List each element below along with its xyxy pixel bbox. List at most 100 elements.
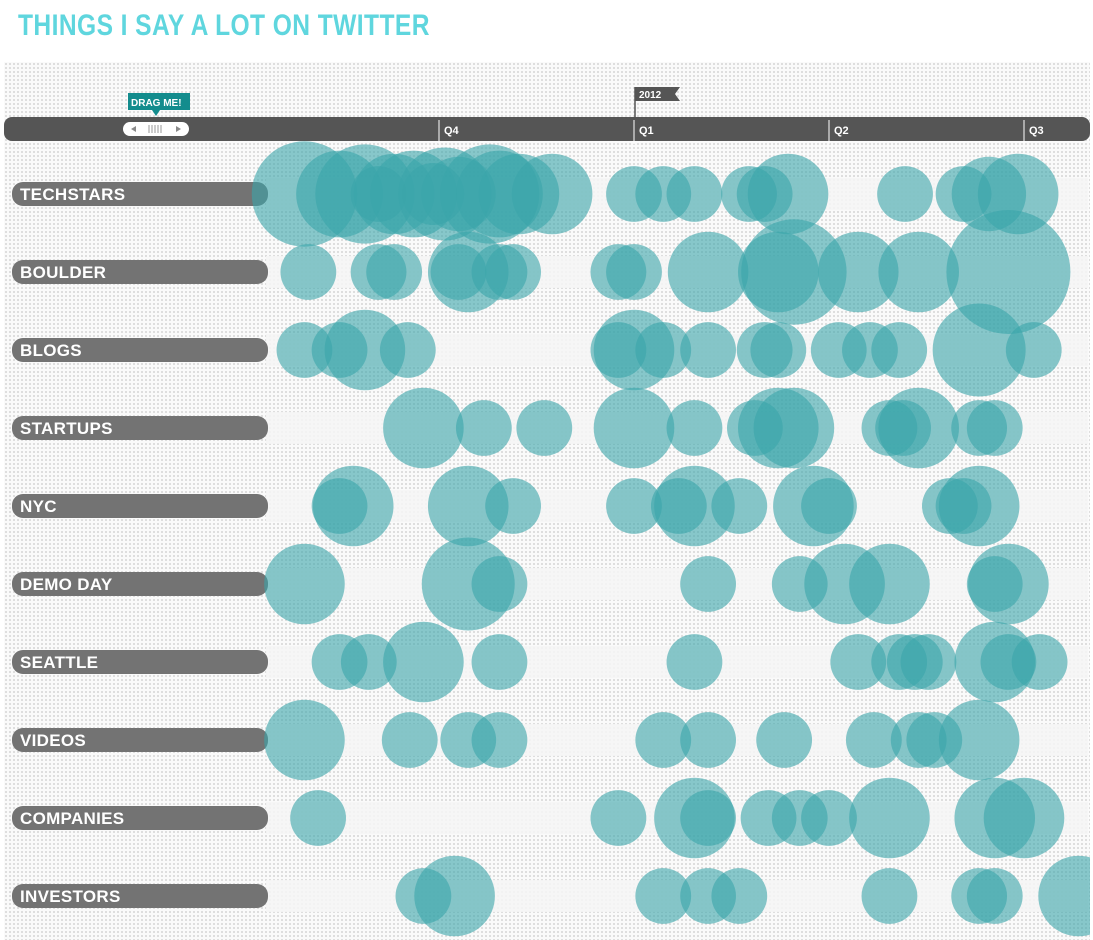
bubble[interactable]: [381, 712, 438, 768]
bubble[interactable]: [938, 465, 1020, 547]
bubble[interactable]: [801, 478, 857, 534]
bubble[interactable]: [968, 543, 1049, 625]
bubble[interactable]: [340, 634, 397, 690]
bubble[interactable]: [1038, 855, 1090, 937]
bubble[interactable]: [666, 634, 723, 690]
drag-handle[interactable]: [123, 122, 189, 136]
bubble[interactable]: [1011, 634, 1068, 690]
bubble[interactable]: [1005, 322, 1062, 378]
bubble[interactable]: [654, 465, 735, 547]
bubble[interactable]: [414, 855, 495, 937]
bubble[interactable]: [801, 790, 857, 846]
tick-label-q4: Q4: [444, 125, 460, 137]
row-label-bg[interactable]: [12, 650, 268, 674]
bubble[interactable]: [485, 478, 541, 534]
bubble[interactable]: [666, 400, 723, 456]
bubble[interactable]: [427, 465, 509, 547]
row-investors: INVESTORS: [12, 855, 1090, 937]
row-label-bg[interactable]: [12, 806, 268, 830]
row-label: DEMO DAY: [20, 575, 113, 594]
bubble[interactable]: [938, 699, 1020, 781]
row-label-bg[interactable]: [12, 182, 268, 206]
row-label: INVESTORS: [20, 887, 121, 906]
row-label-bg[interactable]: [12, 572, 268, 596]
bubble[interactable]: [471, 712, 528, 768]
bubble[interactable]: [849, 777, 930, 859]
bubble[interactable]: [900, 634, 957, 690]
bubble[interactable]: [264, 543, 345, 625]
bubble[interactable]: [878, 387, 959, 469]
drag-label-pointer: [152, 110, 160, 116]
bubble[interactable]: [606, 478, 662, 534]
bubble[interactable]: [711, 868, 768, 924]
bubble[interactable]: [845, 712, 902, 768]
bubble[interactable]: [711, 478, 768, 534]
bubble[interactable]: [455, 400, 512, 456]
bubble[interactable]: [290, 790, 346, 846]
bubble[interactable]: [383, 387, 464, 469]
bubble[interactable]: [379, 322, 436, 378]
bubble[interactable]: [756, 712, 813, 768]
row-techstars: TECHSTARS: [12, 141, 1088, 247]
bubble[interactable]: [680, 712, 736, 768]
bubble[interactable]: [983, 777, 1065, 859]
bubble[interactable]: [606, 244, 662, 300]
drag-label: DRAG ME!: [131, 98, 182, 109]
bubble[interactable]: [383, 621, 464, 703]
timeline-ticks: Q4 Q1 Q2 Q3: [438, 120, 1044, 144]
row-label-bg[interactable]: [12, 260, 268, 284]
bubble[interactable]: [966, 868, 1023, 924]
bubble[interactable]: [878, 231, 959, 313]
row-companies: COMPANIES: [12, 777, 1088, 859]
bubble[interactable]: [264, 699, 345, 781]
bubble[interactable]: [590, 790, 647, 846]
bubble[interactable]: [516, 400, 573, 456]
bubble[interactable]: [877, 166, 933, 222]
row-label-bg[interactable]: [12, 728, 268, 752]
bubble[interactable]: [471, 634, 528, 690]
row-label-bg[interactable]: [12, 884, 268, 908]
bubble[interactable]: [680, 322, 736, 378]
row-demo-day: DEMO DAY: [12, 537, 1088, 631]
row-startups: STARTUPS: [12, 387, 1088, 469]
bubble[interactable]: [849, 543, 930, 625]
bubble[interactable]: [366, 244, 423, 300]
bubble[interactable]: [471, 556, 528, 612]
bubble[interactable]: [485, 244, 541, 300]
bubble[interactable]: [747, 153, 829, 235]
bubble[interactable]: [861, 868, 918, 924]
row-label: VIDEOS: [20, 731, 86, 750]
row-videos: VIDEOS: [12, 699, 1088, 781]
bubble[interactable]: [666, 166, 723, 222]
bubble[interactable]: [635, 712, 692, 768]
bubble[interactable]: [741, 219, 847, 325]
bubble[interactable]: [946, 210, 1071, 334]
drag-handle-group[interactable]: DRAG ME!: [123, 93, 190, 136]
bubble[interactable]: [830, 634, 887, 690]
year-flag-label: 2012: [639, 90, 662, 101]
row-label-bg[interactable]: [12, 338, 268, 362]
bubble[interactable]: [680, 556, 736, 612]
bubble[interactable]: [680, 790, 736, 846]
bubble[interactable]: [280, 244, 337, 300]
bubble[interactable]: [817, 231, 899, 313]
timeline-track: [4, 117, 1090, 141]
tick-label-q3: Q3: [1029, 125, 1044, 137]
bubble[interactable]: [635, 322, 692, 378]
bubble[interactable]: [871, 322, 928, 378]
bubble[interactable]: [593, 387, 675, 469]
bubble[interactable]: [753, 387, 835, 469]
row-nyc: NYC: [12, 465, 1088, 547]
row-label-bg[interactable]: [12, 416, 268, 440]
bubble[interactable]: [667, 231, 749, 313]
bubble[interactable]: [966, 400, 1023, 456]
bubble[interactable]: [312, 465, 394, 547]
bubble-rows: TECHSTARS BOULDER BLOGS STARTUPS NYC DEMO DAY…: [12, 141, 1090, 937]
row-label-bg[interactable]: [12, 494, 268, 518]
bubble[interactable]: [511, 153, 593, 235]
bubble[interactable]: [635, 868, 692, 924]
bubble[interactable]: [750, 322, 807, 378]
bubble[interactable]: [324, 309, 406, 391]
row-label: STARTUPS: [20, 419, 113, 438]
bubble[interactable]: [932, 303, 1026, 397]
